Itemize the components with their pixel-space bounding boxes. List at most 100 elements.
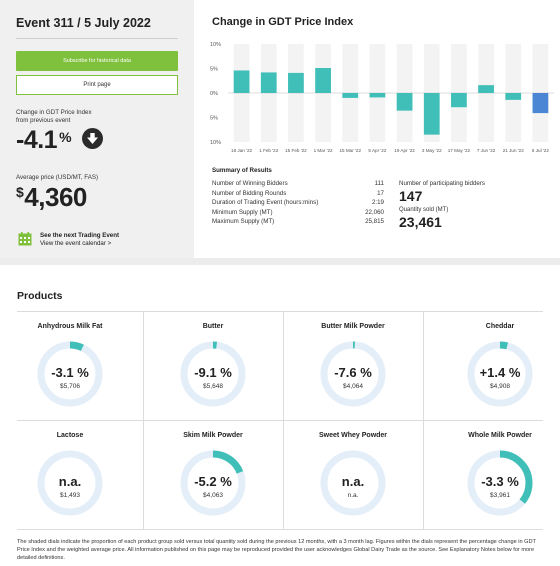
summary-table: Number of Winning Bidders 111 Number of Bi… <box>212 180 384 228</box>
product-card[interactable]: Anhydrous Milk Fat -3.1 % $5,706 <box>0 311 140 420</box>
dial-track <box>320 450 386 516</box>
event-calendar-link[interactable]: View the event calendar > <box>40 240 112 247</box>
dial-fill <box>37 341 103 407</box>
x-tick-label: 3 May '22 <box>422 148 442 153</box>
dial-fill <box>467 341 533 407</box>
x-tick-label: 17 May '22 <box>448 148 471 153</box>
product-card[interactable]: Whole Milk Powder -3.3 % $3,961 <box>430 420 560 529</box>
summary-row-label: Minimum Supply (MT) <box>212 208 273 216</box>
summary-row: Number of Bidding Rounds 17 <box>212 190 384 200</box>
x-tick-label: 15 Mar '22 <box>339 148 361 153</box>
x-tick-label: 5 Apr '22 <box>368 148 386 153</box>
products-title: Products <box>17 290 63 302</box>
participating-bidders-label: Number of participating bidders <box>399 180 485 187</box>
summary-row-label: Duration of Trading Event (hours:mins) <box>212 199 319 206</box>
product-change-value: -9.1 % <box>194 365 232 380</box>
x-tick-label: 1 Feb '22 <box>259 148 278 153</box>
chart-title: Change in GDT Price Index <box>212 16 354 28</box>
product-card[interactable]: Cheddar +1.4 % $4,908 <box>430 311 560 420</box>
x-tick-label: 21 Jun '22 <box>503 148 525 153</box>
product-name: Cheddar <box>485 323 515 330</box>
bar-1 Feb '22[interactable] <box>260 72 277 93</box>
summary-row: Minimum Supply (MT) 22,060 <box>212 209 384 219</box>
divider <box>16 38 178 39</box>
x-tick-label: 1 Mar '22 <box>314 148 333 153</box>
summary-row-label: Number of Winning Bidders <box>212 180 288 187</box>
product-name: Lactose <box>56 432 84 439</box>
summary-row: Number of Winning Bidders 111 <box>212 180 384 190</box>
y-tick-label: 5% <box>210 116 218 122</box>
product-name: Whole Milk Powder <box>468 432 532 439</box>
print-button[interactable]: Print page <box>16 75 178 95</box>
product-share-dial <box>180 341 246 407</box>
x-tick-label: 7 Jun '22 <box>477 148 496 153</box>
product-share-dial <box>467 450 533 516</box>
product-share-dial <box>320 341 386 407</box>
summary-row-value: 17 <box>377 189 384 197</box>
x-tick-label: 18 Jan '22 <box>231 148 253 153</box>
average-price-value: $4,360 <box>16 182 87 213</box>
bar-21 Jun '22[interactable] <box>505 93 522 100</box>
event-summary-section: Event 311 / 5 July 2022 Subscribe for hi… <box>0 0 560 258</box>
grid-divider-vertical <box>143 311 144 529</box>
product-change-value: -5.2 % <box>194 474 232 489</box>
bar-5 Apr '22[interactable] <box>369 93 386 98</box>
subscribe-button[interactable]: Subscribe for historical data <box>16 51 178 71</box>
product-card[interactable]: Lactose n.a. $1,493 <box>0 420 140 529</box>
product-name: Sweet Whey Powder <box>318 432 388 439</box>
summary-row: Maximum Supply (MT) 25,815 <box>212 218 384 228</box>
grid-divider-vertical <box>423 311 424 529</box>
participating-bidders-value: 147 <box>399 188 423 204</box>
product-average-price: $4,064 <box>343 383 363 390</box>
section-separator <box>0 258 560 265</box>
product-average-price: $5,648 <box>203 383 223 390</box>
bar-15 Feb '22[interactable] <box>288 72 304 93</box>
bar-17 May '22[interactable] <box>451 93 467 108</box>
product-name: Butter Milk Powder <box>321 323 385 330</box>
next-event-title: See the next Trading Event <box>40 232 120 239</box>
bar-7 Jun '22[interactable] <box>478 85 494 93</box>
grid-divider-horizontal <box>17 420 543 421</box>
product-change-value: -3.1 % <box>51 365 89 380</box>
bar-1 Mar '22[interactable] <box>315 68 331 93</box>
product-name: Butter <box>202 323 224 330</box>
product-card[interactable]: Skim Milk Powder -5.2 % $4,063 <box>143 420 283 529</box>
product-card[interactable]: Sweet Whey Powder n.a. n.a. <box>283 420 423 529</box>
product-card[interactable]: Butter -9.1 % $5,648 <box>143 311 283 420</box>
event-title: Event 311 / 5 July 2022 <box>16 16 151 30</box>
summary-row-value: 22,060 <box>365 208 384 216</box>
product-average-price: n.a. <box>347 492 359 499</box>
product-share-dial <box>180 450 246 516</box>
summary-row: Duration of Trading Event (hours:mins) 2:… <box>212 199 384 209</box>
bar-5 Jul '22[interactable] <box>532 93 549 114</box>
x-tick-label: 19 Apr '22 <box>394 148 415 153</box>
price-index-change-unit: % <box>59 129 72 145</box>
product-share-dial <box>467 341 533 407</box>
y-tick-label: 10% <box>210 140 221 146</box>
summary-title: Summary of Results <box>212 167 272 174</box>
down-arrow-icon <box>82 128 103 149</box>
product-share-dial <box>37 450 103 516</box>
product-share-dial <box>320 450 386 516</box>
bar-18 Jan '22[interactable] <box>233 70 250 93</box>
next-event-link[interactable]: See the next Trading Event View the even… <box>40 232 119 248</box>
price-index-bar-chart: 10% 5% 0% 5% 10% 18 Jan '22 1 Feb '22 15 Feb '2… <box>210 42 554 153</box>
product-average-price: $3,961 <box>490 492 510 499</box>
summary-row-value: 25,815 <box>365 218 384 225</box>
price-index-change-value: -4.1% <box>16 126 72 155</box>
grid-divider-vertical <box>283 311 284 529</box>
bar-3 May '22[interactable] <box>423 93 440 135</box>
calendar-icon <box>18 232 32 246</box>
product-average-price: $5,706 <box>60 383 80 390</box>
products-grid: Anhydrous Milk Fat -3.1 % $5,706 Butter -9.1… <box>0 311 560 530</box>
x-tick-label: 5 Jul '22 <box>532 148 549 153</box>
summary-row-label: Number of Bidding Rounds <box>212 189 287 197</box>
event-panel: Event 311 / 5 July 2022 Subscribe for hi… <box>0 0 194 258</box>
product-change-value: -3.3 % <box>481 474 519 489</box>
product-card[interactable]: Butter Milk Powder -7.6 % $4,064 <box>283 311 423 420</box>
dial-fill <box>467 450 533 516</box>
bar-15 Mar '22[interactable] <box>342 93 359 98</box>
bar-19 Apr '22[interactable] <box>396 93 413 111</box>
quantity-sold-value: 23,461 <box>399 214 442 230</box>
average-price-number: 4,360 <box>24 182 87 212</box>
